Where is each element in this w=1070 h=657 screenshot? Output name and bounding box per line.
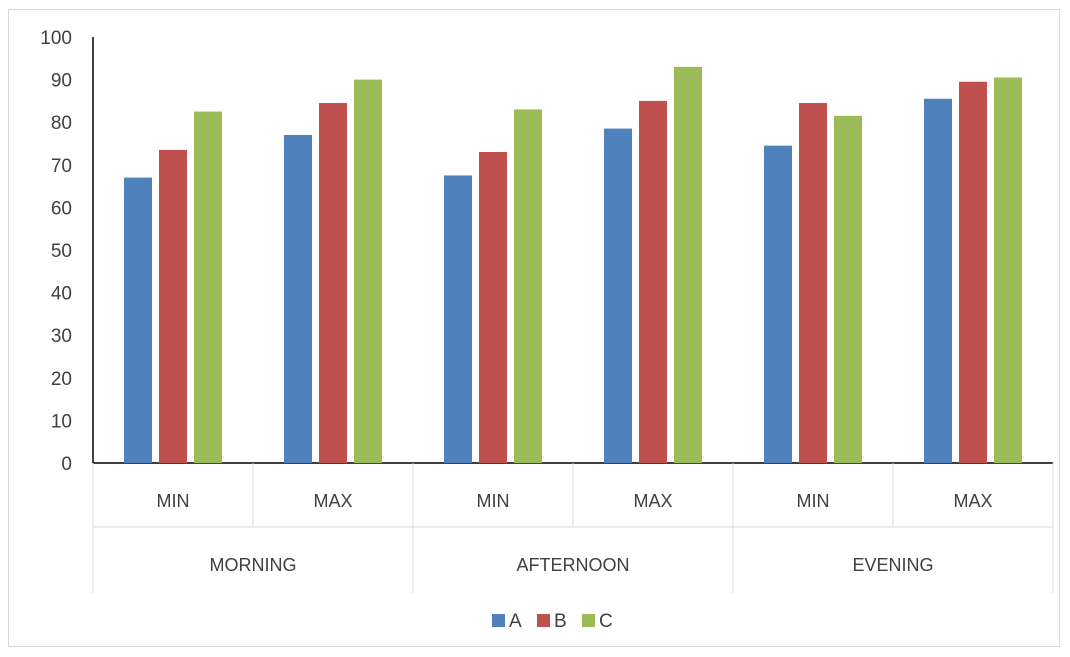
y-tick-label: 80 [51,113,72,134]
group-label: AFTERNOON [516,555,629,575]
bar-b-5 [959,81,987,463]
bar-a-1 [284,134,312,464]
y-tick-label: 50 [51,241,72,262]
group-label: EVENING [852,555,933,575]
bar-a-3 [604,128,632,463]
bar-a-2 [444,175,472,463]
bar-b-0 [159,149,187,463]
y-tick-label: 70 [51,156,72,177]
y-tick-label: 90 [51,71,72,92]
category-label: MIN [157,491,190,511]
legend: A B C [492,611,613,632]
category-label: MIN [477,491,510,511]
bar-c-5 [994,77,1022,463]
bar-c-1 [354,79,382,463]
legend-swatch-b [537,614,550,627]
y-tick-label: 100 [40,28,72,49]
axes [92,37,1054,593]
category-label: MAX [633,491,672,511]
bar-a-4 [764,145,792,463]
category-label: MAX [953,491,992,511]
y-tick-label: 10 [51,411,72,432]
category-labels: MIN MAX MIN MAX MIN MAX MORNING AFTERNOON EVENIN… [157,491,993,575]
legend-swatch-a [492,614,505,627]
bar-c-0 [194,111,222,464]
category-label: MIN [797,491,830,511]
bar-a-5 [924,98,952,464]
bar-c-2 [514,109,542,464]
bar-a-0 [124,177,152,463]
legend-label-b: B [554,611,567,632]
bar-b-2 [479,152,507,463]
legend-label-a: A [509,611,522,632]
category-label: MAX [313,491,352,511]
y-tick-label: 20 [51,369,72,390]
bar-b-3 [639,100,667,464]
legend-label-c: C [599,611,613,632]
group-label: MORNING [210,555,297,575]
bar-b-4 [799,103,827,463]
bars [124,66,1022,464]
y-tick-label: 30 [51,326,72,347]
bar-c-4 [834,115,862,463]
y-tick-labels: 0 10 20 30 40 50 60 70 80 90 100 [40,28,72,475]
bar-c-3 [674,66,702,463]
y-tick-label: 60 [51,198,72,219]
legend-swatch-c [582,614,595,627]
y-tick-label: 0 [61,454,72,475]
y-tick-label: 40 [51,284,72,305]
bar-b-1 [319,103,347,463]
